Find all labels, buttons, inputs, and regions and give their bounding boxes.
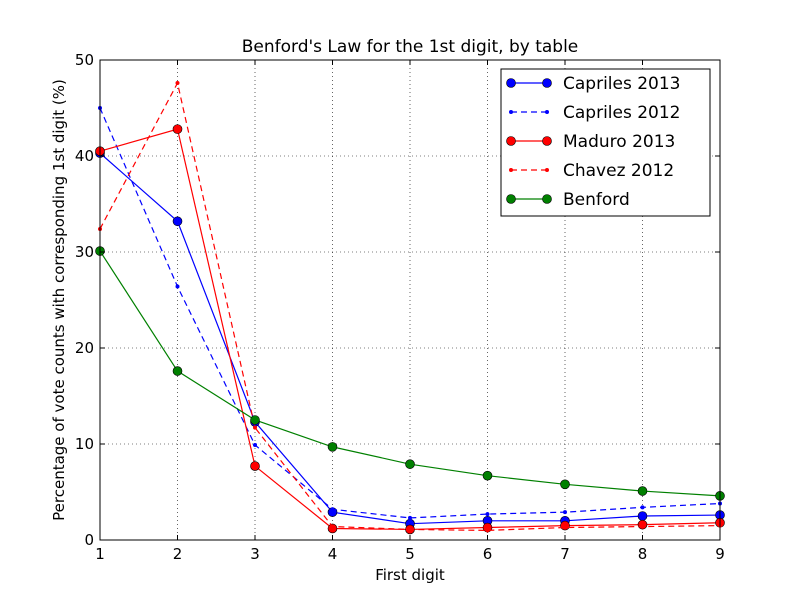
legend-marker: [506, 194, 516, 204]
data-point-chavez-2012: [408, 527, 412, 532]
legend-marker: [509, 168, 513, 172]
x-tick-label: 7: [560, 545, 570, 563]
ticks: 1 2 3 4 5 6 7 8 9 0 10 20 30 40 50: [75, 51, 725, 563]
data-point-capriles-2013: [637, 511, 648, 521]
data-point-chavez-2012: [563, 525, 567, 530]
data-point-benford: [172, 366, 183, 376]
data-point-benford: [482, 470, 493, 481]
data-point-benford: [560, 479, 570, 490]
data-point-capriles-2012: [253, 442, 257, 447]
legend-marker: [509, 110, 513, 114]
y-axis-label: Percentage of vote counts with correspon…: [50, 79, 68, 521]
data-point-capriles-2012: [563, 510, 567, 515]
data-point-chavez-2012: [330, 524, 335, 529]
y-tick-label: 20: [75, 339, 94, 357]
legend-label: Capriles 2012: [563, 103, 681, 123]
legend-marker: [542, 136, 552, 146]
x-tick-label: 8: [638, 545, 648, 563]
x-tick-label: 1: [95, 545, 105, 563]
legend-label: Maduro 2013: [563, 132, 675, 152]
data-point-capriles-2013: [172, 216, 183, 227]
legend-item-benford: Benford: [506, 190, 630, 210]
legend-marker: [506, 78, 516, 88]
y-tick-label: 40: [75, 147, 94, 165]
legend: Capriles 2013 Capriles 2012 Maduro 2013 Cha…: [500, 68, 711, 217]
data-point-capriles-2012: [408, 515, 412, 520]
data-point-capriles-2012: [640, 505, 645, 510]
data-point-capriles-2012: [175, 284, 180, 289]
series-capriles-2012: [98, 106, 722, 520]
data-point-maduro-2013: [172, 124, 183, 134]
data-point-chavez-2012: [485, 528, 490, 533]
data-point-benford: [250, 415, 260, 425]
x-tick-label: 9: [715, 545, 725, 563]
legend-item-capriles-2012: Capriles 2012: [509, 103, 681, 123]
y-tick-label: 0: [84, 531, 94, 549]
y-tick-label: 50: [75, 51, 94, 69]
data-point-chavez-2012: [253, 425, 257, 430]
legend-box: [500, 68, 711, 217]
legend-label: Capriles 2013: [563, 74, 681, 94]
x-tick-label: 3: [250, 545, 260, 563]
legend-marker: [542, 78, 552, 88]
x-tick-label: 6: [483, 545, 493, 563]
legend-item-chavez-2012: Chavez 2012: [509, 161, 674, 181]
legend-marker: [545, 168, 549, 172]
data-point-capriles-2012: [485, 512, 490, 517]
x-tick-label: 4: [328, 545, 338, 563]
y-tick-label: 10: [75, 435, 94, 453]
legend-marker: [506, 136, 516, 146]
data-point-chavez-2012: [640, 524, 645, 529]
data-point-capriles-2012: [330, 507, 335, 512]
legend-marker: [545, 110, 549, 114]
data-point-chavez-2012: [175, 81, 180, 86]
data-point-benford: [637, 486, 648, 496]
x-axis-label: First digit: [375, 566, 445, 584]
legend-label: Benford: [563, 190, 630, 210]
x-tick-label: 5: [405, 545, 415, 563]
data-point-benford: [405, 459, 415, 469]
legend-item-maduro-2013: Maduro 2013: [506, 132, 675, 152]
data-point-maduro-2013: [250, 461, 260, 471]
legend-item-capriles-2013: Capriles 2013: [506, 74, 681, 94]
data-point-benford: [327, 442, 338, 452]
legend-label: Chavez 2012: [563, 161, 674, 181]
y-tick-label: 30: [75, 243, 94, 261]
series-line-capriles-2012: [99, 107, 721, 519]
x-tick-label: 2: [173, 545, 183, 563]
chart-title: Benford's Law for the 1st digit, by tabl…: [242, 37, 579, 57]
legend-marker: [542, 194, 552, 204]
